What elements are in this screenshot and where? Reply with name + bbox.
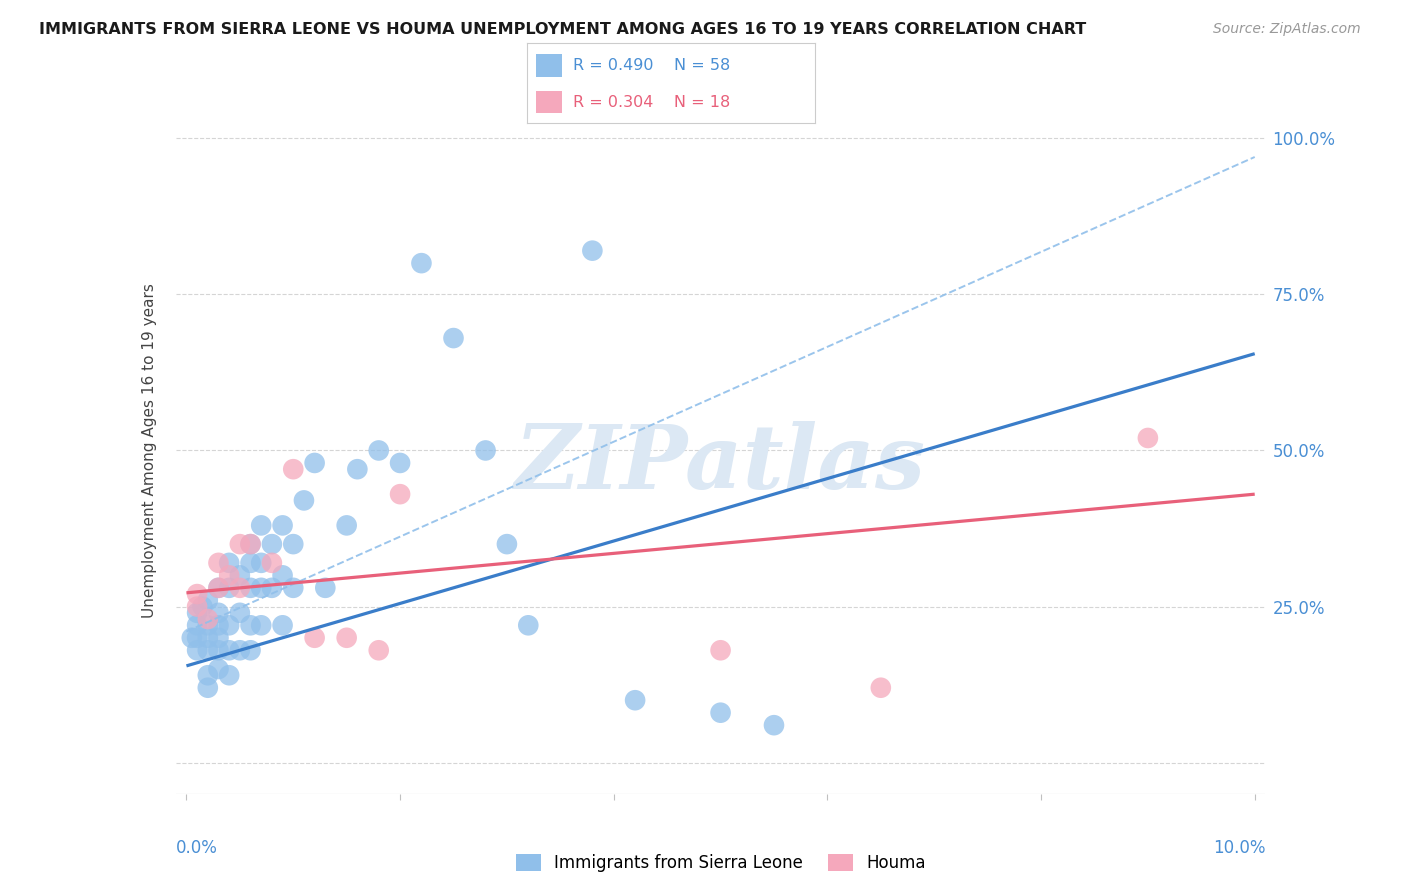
Point (229, 643, 252, 657)
Point (239, 556, 262, 570)
Point (197, 668, 219, 682)
Point (869, 681, 891, 695)
Point (336, 518, 359, 533)
Point (207, 662, 229, 676)
Point (710, 706, 733, 720)
Point (283, 537, 305, 551)
Point (283, 581, 305, 595)
Point (207, 556, 229, 570)
Point (218, 618, 240, 632)
Bar (536, 54, 562, 77)
Point (250, 581, 273, 595)
Point (260, 537, 283, 551)
Point (367, 443, 389, 458)
Point (346, 462, 368, 476)
Point (250, 556, 273, 570)
Point (496, 537, 519, 551)
Point (186, 599, 208, 614)
Y-axis label: Unemployment Among Ages 16 to 19 years: Unemployment Among Ages 16 to 19 years (142, 283, 157, 618)
Point (186, 631, 208, 645)
Point (186, 587, 208, 601)
Point (581, 244, 603, 258)
Point (762, 718, 785, 732)
Point (197, 631, 219, 645)
Point (197, 643, 219, 657)
Point (229, 581, 252, 595)
Point (336, 631, 359, 645)
Text: Source: ZipAtlas.com: Source: ZipAtlas.com (1213, 22, 1361, 37)
Point (367, 643, 389, 657)
Point (229, 568, 252, 582)
Point (474, 443, 496, 458)
Point (218, 568, 240, 582)
Point (411, 256, 433, 270)
Point (250, 518, 273, 533)
Point (191, 599, 214, 614)
Point (271, 568, 294, 582)
Point (207, 581, 229, 595)
Point (180, 631, 202, 645)
Point (229, 537, 252, 551)
Point (218, 668, 240, 682)
Text: R = 0.490    N = 58: R = 0.490 N = 58 (574, 58, 731, 73)
Point (197, 593, 219, 607)
Point (710, 643, 733, 657)
Point (443, 331, 465, 345)
Point (218, 581, 240, 595)
Point (517, 618, 540, 632)
Point (239, 643, 262, 657)
Point (239, 618, 262, 632)
Point (186, 618, 208, 632)
Point (207, 643, 229, 657)
Text: R = 0.304    N = 18: R = 0.304 N = 18 (574, 95, 731, 110)
Bar (536, 91, 562, 113)
Point (239, 537, 262, 551)
Point (314, 581, 336, 595)
Point (218, 643, 240, 657)
Point (250, 618, 273, 632)
Text: 0.0%: 0.0% (176, 838, 218, 856)
Point (197, 681, 219, 695)
Point (292, 493, 315, 508)
Point (624, 693, 647, 707)
Point (271, 518, 294, 533)
Text: IMMIGRANTS FROM SIERRA LEONE VS HOUMA UNEMPLOYMENT AMONG AGES 16 TO 19 YEARS COR: IMMIGRANTS FROM SIERRA LEONE VS HOUMA UN… (39, 22, 1087, 37)
Point (260, 581, 283, 595)
Point (389, 487, 412, 501)
Point (218, 556, 240, 570)
Point (239, 537, 262, 551)
Text: 10.0%: 10.0% (1213, 838, 1265, 856)
Point (186, 643, 208, 657)
Point (283, 462, 305, 476)
Point (304, 456, 326, 470)
Point (197, 618, 219, 632)
Point (229, 606, 252, 620)
Point (207, 581, 229, 595)
Point (1136, 431, 1159, 445)
Point (304, 631, 326, 645)
Point (207, 606, 229, 620)
Point (271, 618, 294, 632)
Point (207, 631, 229, 645)
Point (239, 581, 262, 595)
Point (197, 612, 219, 626)
Point (260, 556, 283, 570)
Text: ZIPatlas: ZIPatlas (515, 421, 927, 508)
Point (186, 606, 208, 620)
Legend: Immigrants from Sierra Leone, Houma: Immigrants from Sierra Leone, Houma (509, 847, 932, 879)
Point (389, 456, 412, 470)
Point (207, 618, 229, 632)
